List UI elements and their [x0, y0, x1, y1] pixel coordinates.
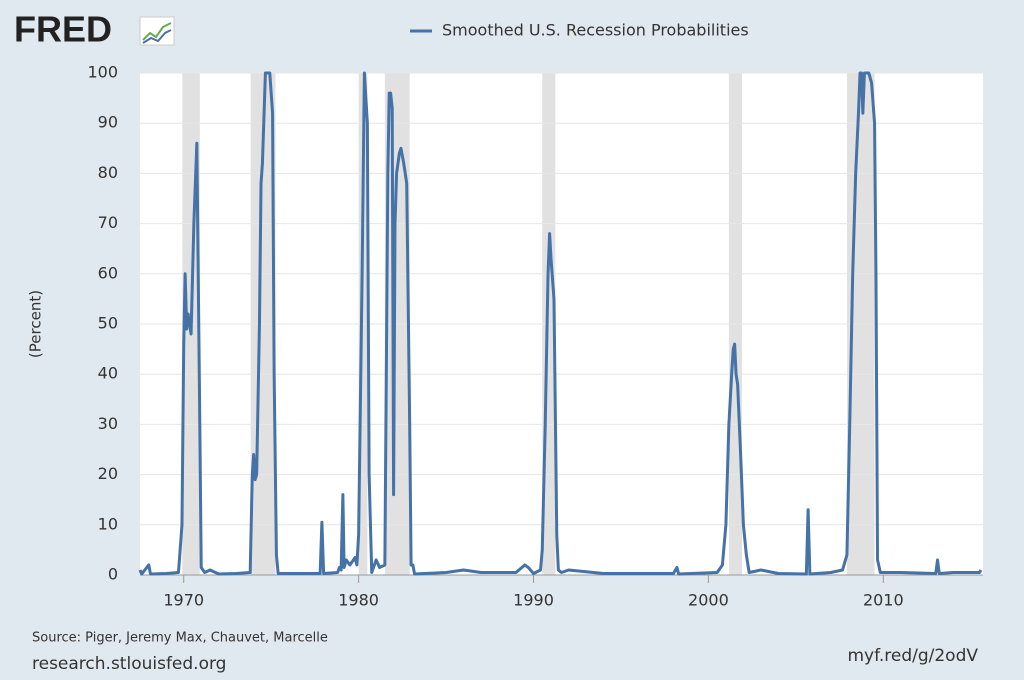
y-tick-label: 60	[98, 263, 118, 282]
y-tick-label: 20	[98, 464, 118, 483]
x-tick-label: 1990	[513, 591, 554, 610]
y-tick-label: 40	[98, 364, 118, 383]
y-tick-label: 100	[87, 63, 118, 82]
x-tick-label: 1970	[163, 591, 204, 610]
brand-icon	[139, 16, 175, 46]
site: research.stlouisfed.org	[32, 654, 226, 674]
brand-logo: FRED	[14, 9, 112, 50]
y-tick-label: 90	[98, 113, 118, 132]
y-tick-label: 70	[98, 213, 118, 232]
y-tick-label: 50	[98, 314, 118, 333]
x-tick-label: 2000	[688, 591, 729, 610]
y-tick-label: 80	[98, 163, 118, 182]
series-line	[138, 71, 983, 576]
y-axis-label: (Percent)	[27, 290, 45, 358]
legend-label: Smoothed U.S. Recession Probabilities	[442, 21, 749, 40]
x-tick-label: 1980	[338, 591, 379, 610]
short-link: myf.red/g/2odV	[847, 646, 978, 666]
x-tick-label: 2010	[863, 591, 904, 610]
y-tick-label: 30	[98, 414, 118, 433]
y-tick-label: 0	[108, 565, 118, 584]
source: Source: Piger, Jeremy Max, Chauvet, Marc…	[32, 631, 328, 646]
y-tick-label: 10	[98, 514, 118, 533]
